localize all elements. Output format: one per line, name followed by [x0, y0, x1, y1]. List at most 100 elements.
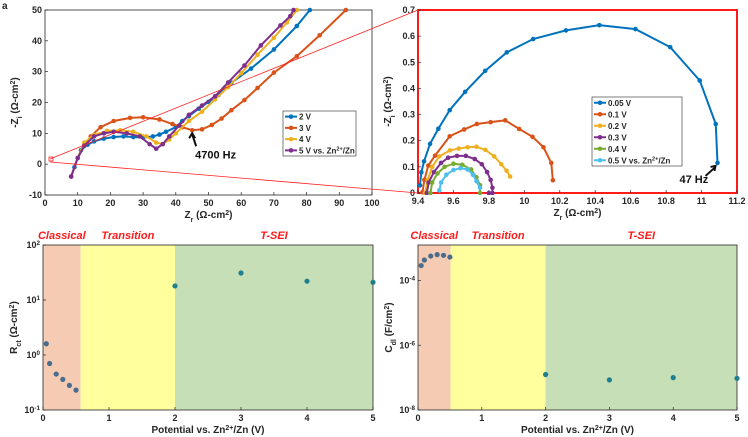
y-tick-label: 0.2 [402, 136, 415, 146]
data-point [667, 44, 673, 50]
y-tick-label: -10 [29, 190, 42, 200]
legend-label: 0.2 V [608, 122, 627, 131]
data-point [435, 171, 440, 176]
data-point [60, 376, 66, 383]
data-point [157, 117, 162, 122]
data-point [456, 146, 462, 151]
legend-label: 0.4 V [608, 145, 627, 154]
y-axis-label: -Zi (Ω-cm2) [383, 76, 397, 127]
data-point [153, 146, 159, 152]
data-point [432, 153, 438, 158]
data-point [472, 156, 478, 162]
data-point [271, 47, 277, 52]
legend-label: 5 V vs. Zn2+/Zn [299, 146, 355, 155]
data-point [422, 177, 427, 183]
data-point [130, 129, 136, 135]
zoom-connector-line [49, 161, 419, 194]
data-point [127, 115, 133, 121]
x-tick-label: 9.4 [412, 196, 425, 206]
legend-label: 0.05 V [608, 99, 632, 108]
data-point [462, 89, 468, 95]
region-t-sei [175, 245, 373, 410]
data-point [189, 127, 195, 133]
zoom-region-box [48, 156, 54, 162]
data-point [606, 377, 613, 383]
annotation-arrow [704, 164, 717, 177]
legend-marker [597, 157, 603, 163]
data-point [170, 121, 175, 127]
data-point [516, 126, 522, 132]
data-point [421, 159, 427, 164]
y-tick-label: 10-6 [399, 340, 415, 351]
y-tick-label: 30 [32, 67, 42, 77]
x-tick-label: 0 [40, 413, 45, 423]
data-point [442, 164, 447, 170]
x-tick-label: 10.8 [657, 196, 675, 206]
y-tick-label: 0.6 [402, 31, 415, 41]
y-tick-label: 100 [26, 350, 40, 361]
data-point [458, 165, 463, 171]
data-point [53, 371, 59, 377]
x-tick-label: 2 [172, 413, 177, 423]
data-point [484, 169, 490, 175]
y-tick-label: 0.4 [402, 83, 415, 93]
data-point [317, 32, 322, 38]
series-line [70, 9, 311, 177]
x-tick-label: 5 [370, 413, 375, 423]
legend-label: 4 V [299, 135, 312, 144]
data-point [470, 172, 476, 177]
data-point [66, 382, 72, 389]
data-point [563, 28, 569, 33]
x-tick-label: 4 [304, 413, 309, 423]
x-tick-label: 50 [203, 198, 213, 208]
x-tick-label: 0 [415, 413, 420, 423]
data-point [429, 164, 435, 170]
data-point [697, 78, 703, 83]
data-point [294, 23, 300, 29]
data-point [460, 162, 465, 168]
x-axis-label: Zr (Ω-cm2) [553, 208, 601, 222]
annotation-arrow [188, 131, 198, 147]
plot-frame [42, 244, 374, 411]
y-tick-label: 10-4 [399, 275, 415, 286]
data-point [419, 170, 424, 175]
data-point [425, 163, 431, 168]
y-axis-label: -Zi (Ω-cm2) [10, 77, 24, 128]
data-point [444, 172, 449, 177]
y-tick-label: 20 [32, 98, 42, 108]
x-axis-label: Zr (Ω-cm2) [184, 210, 232, 224]
data-point [447, 254, 453, 260]
data-point [101, 131, 107, 136]
y-tick-label: 101 [26, 295, 40, 306]
data-point [426, 180, 431, 185]
x-tick-label: 10 [73, 198, 83, 208]
data-point [166, 134, 172, 139]
y-tick-label: 102 [26, 240, 40, 251]
data-point [550, 177, 556, 183]
data-point [491, 154, 497, 159]
data-point [258, 43, 264, 48]
data-point [447, 133, 453, 139]
data-point [209, 122, 215, 128]
data-point [287, 13, 293, 19]
data-point [137, 134, 143, 139]
x-tick-label: 30 [138, 198, 148, 208]
data-point [428, 190, 433, 195]
x-tick-label: 9.6 [447, 196, 460, 206]
x-tick-label: 11 [697, 196, 707, 206]
data-point [294, 7, 300, 13]
x-tick-label: 0 [42, 198, 47, 208]
data-point [144, 134, 149, 139]
data-point [255, 52, 260, 58]
x-tick-label: 90 [334, 198, 344, 208]
x-tick-label: 10.6 [622, 196, 640, 206]
legend-marker [288, 114, 294, 119]
data-point [483, 147, 488, 153]
legend-label: 0.5 V vs. Zn2+/Zn [608, 156, 671, 165]
legend-box [282, 110, 357, 157]
data-point [490, 190, 495, 195]
y-axis-label: Cdl (F/cm2) [384, 302, 398, 352]
x-tick-label: 80 [302, 198, 312, 208]
data-point [507, 174, 513, 179]
